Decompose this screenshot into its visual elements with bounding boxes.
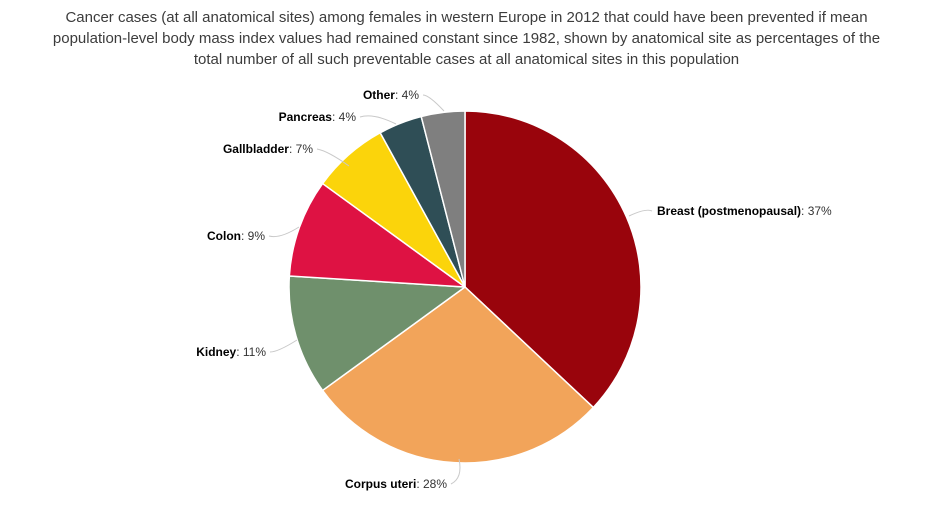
slice-label-value: : 9% bbox=[241, 229, 265, 243]
slice-label-name: Pancreas bbox=[279, 110, 333, 124]
slice-connector-breast-postmenopausal bbox=[628, 209, 653, 217]
slice-label-gallbladder: Gallbladder: 7% bbox=[223, 142, 313, 156]
slice-label-colon: Colon: 9% bbox=[207, 229, 265, 243]
pie-slice-colon[interactable] bbox=[288, 182, 466, 288]
slice-label-pancreas: Pancreas: 4% bbox=[279, 110, 357, 124]
chart-title-line-2: population-level body mass index values … bbox=[52, 30, 881, 47]
pie-slice-breast-postmenopausal[interactable] bbox=[464, 110, 642, 409]
pie-slice-corpus-uteri[interactable] bbox=[321, 286, 595, 464]
slice-label-other: Other: 4% bbox=[363, 88, 419, 102]
slice-label-corpus-uteri: Corpus uteri: 28% bbox=[345, 477, 447, 491]
slice-connector-pancreas bbox=[359, 115, 397, 125]
slice-label-value: : 37% bbox=[801, 204, 832, 218]
slice-label-value: : 4% bbox=[395, 88, 419, 102]
slice-connector-corpus-uteri bbox=[450, 458, 461, 485]
slice-label-name: Kidney bbox=[196, 345, 236, 359]
slice-label-kidney: Kidney: 11% bbox=[196, 345, 266, 359]
slice-label-name: Gallbladder bbox=[223, 142, 289, 156]
slice-label-name: Other bbox=[363, 88, 395, 102]
slice-label-value: : 11% bbox=[236, 345, 266, 359]
slice-connector-gallbladder bbox=[316, 148, 350, 167]
slice-label-breast-postmenopausal: Breast (postmenopausal): 37% bbox=[657, 204, 832, 218]
slice-label-value: : 7% bbox=[289, 142, 313, 156]
slice-label-name: Breast (postmenopausal) bbox=[657, 204, 801, 218]
chart-title: Cancer cases (at all anatomical sites) a… bbox=[0, 7, 933, 70]
slice-connector-kidney bbox=[269, 339, 298, 353]
pie-slice-other[interactable] bbox=[420, 110, 466, 288]
slice-label-name: Colon bbox=[207, 229, 241, 243]
slice-label-name: Corpus uteri bbox=[345, 477, 416, 491]
chart-title-line-1: Cancer cases (at all anatomical sites) a… bbox=[65, 9, 868, 26]
slice-label-value: : 28% bbox=[416, 477, 447, 491]
slice-label-value: : 4% bbox=[332, 110, 356, 124]
pie-slice-kidney[interactable] bbox=[288, 275, 466, 392]
slice-connector-colon bbox=[268, 226, 300, 238]
slice-connector-other bbox=[422, 94, 445, 112]
chart-title-line-3: total number of all such preventable cas… bbox=[193, 51, 740, 68]
